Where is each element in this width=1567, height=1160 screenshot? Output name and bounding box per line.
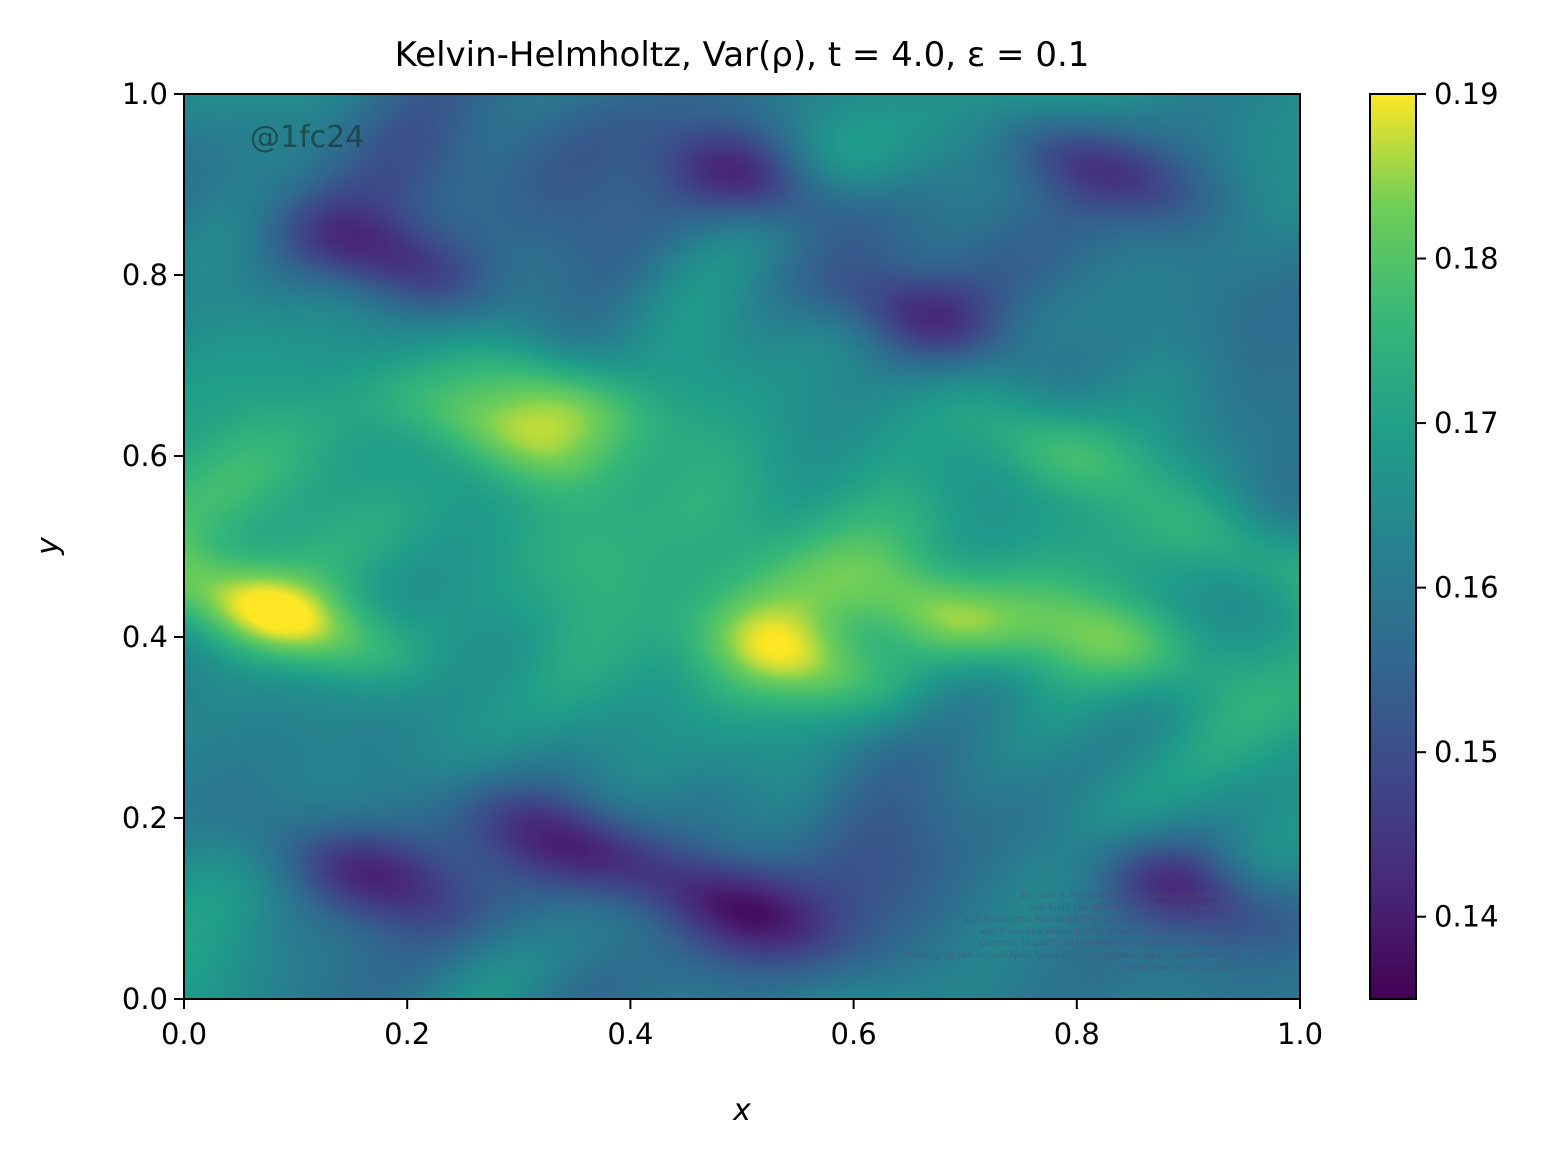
- plot-frame: [183, 93, 1301, 1000]
- y-tick-label: 0.4: [122, 620, 168, 654]
- credit-line: Commit: 1fc24d7120150e6c6cb1ac56b87060c0…: [979, 939, 1242, 949]
- x-tick-label: 0.6: [831, 1017, 877, 1051]
- y-tick-label: 0.8: [122, 258, 168, 292]
- x-tick-label: 0.8: [1054, 1017, 1100, 1051]
- watermark-text: @1fc24: [250, 120, 364, 155]
- x-tick-label: 0.4: [607, 1017, 653, 1051]
- colorbar-tick-label: 0.18: [1434, 242, 1499, 276]
- x-tick-label: 0.0: [161, 1017, 207, 1051]
- y-tick-label: 1.0: [122, 77, 168, 111]
- heatmap-image: [184, 94, 1300, 999]
- credit-line: and Siddhartha Mishra@ETHZ <smishra@sam.…: [963, 915, 1242, 925]
- credits-block: By Ulrik S. Fjordholm@UiO <ulriksf@gmail…: [906, 891, 1242, 973]
- colorbar: [1369, 93, 1417, 1000]
- plot-area: [184, 94, 1300, 999]
- colorbar-ticks: 0.14 0.15 0.16 0.17 0.18 0.19: [1416, 77, 1499, 934]
- credit-line: and Kjetil Lye@ETHZ <kjetil.o.lye@gmail.…: [1028, 903, 1242, 913]
- y-axis-label: y: [31, 536, 66, 556]
- colorbar-tick-label: 0.14: [1434, 900, 1499, 934]
- chart-title: Kelvin-Helmholtz, Var(ρ), t = 4.0, ε = 0…: [395, 35, 1090, 75]
- x-tick-label: 0.2: [384, 1017, 430, 1051]
- credit-line: By Ulrik S. Fjordholm@UiO <ulriksf@gmail…: [1021, 891, 1242, 901]
- y-tick-label: 0.0: [122, 982, 168, 1016]
- credit-line: and Franziska Weber@CMU <franzisw@andrew…: [980, 927, 1242, 937]
- colorbar-tick-label: 0.17: [1434, 406, 1499, 440]
- x-axis-ticks: 0.0 0.2 0.4 0.6 0.8 1.0: [161, 999, 1323, 1051]
- y-axis-ticks: 0.0 0.2 0.4 0.6 0.8 1.0: [122, 77, 184, 1016]
- credit-line: Hostname: eu-login-08-ng: [1124, 963, 1242, 973]
- x-tick-label: 1.0: [1277, 1017, 1323, 1051]
- colorbar-tick-label: 0.15: [1434, 735, 1499, 769]
- y-tick-label: 0.6: [122, 439, 168, 473]
- credit-line: Repo: git@github.com:kjetil-lye/statisti…: [906, 951, 1242, 961]
- colorbar-tick-label: 0.16: [1434, 571, 1499, 605]
- x-axis-label: x: [732, 1093, 751, 1128]
- colorbar-tick-label: 0.19: [1434, 77, 1499, 111]
- y-tick-label: 0.2: [122, 801, 168, 835]
